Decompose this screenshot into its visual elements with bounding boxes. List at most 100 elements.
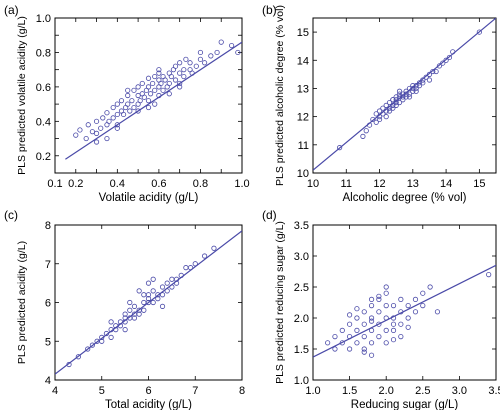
data-point	[103, 330, 110, 337]
x-tick-label: 1.0	[234, 178, 249, 190]
data-point	[376, 321, 382, 327]
data-point	[380, 105, 386, 111]
data-point	[177, 70, 183, 76]
data-point	[398, 296, 404, 302]
data-point	[114, 101, 120, 107]
data-point	[354, 327, 360, 333]
data-point	[131, 87, 137, 93]
data-point	[137, 98, 143, 104]
y-tick-label: 0.4	[36, 116, 51, 128]
y-tick-label: 0.8	[36, 47, 51, 59]
y-tick-label: 0.2	[36, 151, 51, 163]
x-tick-label: 2.0	[379, 385, 394, 397]
data-point	[135, 92, 141, 99]
data-point	[98, 125, 104, 131]
data-point	[159, 303, 166, 309]
x-tick-label: 1.5	[342, 385, 357, 397]
x-axis-label: Reducing sugar (g/L)	[351, 399, 459, 410]
data-point	[346, 346, 353, 352]
data-point	[150, 276, 156, 282]
data-point	[155, 296, 161, 302]
data-point	[110, 115, 116, 121]
data-point	[427, 284, 433, 290]
y-tick-label: 7	[45, 259, 51, 271]
data-point	[197, 49, 204, 56]
data-point	[423, 74, 429, 80]
axes-frame	[54, 17, 243, 174]
chart-panel-1: (a) 0.1 0.2 0.4 0.6 0.8 1.0 0.2 0.4 0.6 0.8 1.0 Vola…	[4, 3, 250, 204]
regression-line	[313, 264, 496, 358]
data-point	[410, 85, 416, 92]
data-point	[361, 321, 367, 327]
data-point	[164, 280, 170, 286]
data-point	[181, 73, 187, 80]
y-tick-label: 13	[297, 83, 309, 95]
data-point	[436, 63, 443, 69]
data-point	[420, 290, 426, 296]
data-point	[125, 101, 131, 107]
data-point	[412, 296, 419, 302]
data-point	[104, 135, 110, 142]
data-point	[122, 319, 128, 325]
data-point	[390, 97, 396, 103]
x-tick-label: 0.4	[110, 178, 125, 190]
data-point	[178, 272, 184, 278]
data-point	[393, 99, 399, 106]
data-point	[368, 302, 375, 309]
data-point	[75, 354, 81, 360]
data-point	[89, 342, 96, 348]
data-point	[405, 302, 411, 309]
data-point	[368, 318, 375, 324]
data-point	[386, 108, 393, 114]
x-tick-label: 10	[307, 178, 319, 190]
data-point	[396, 91, 403, 97]
data-point	[150, 80, 156, 87]
data-point	[125, 92, 131, 99]
data-point	[114, 122, 120, 128]
data-point	[450, 49, 456, 55]
data-point	[136, 311, 142, 317]
data-point	[122, 327, 128, 333]
data-point	[202, 60, 208, 66]
y-axis-label: PLS predicted alcoholic degree (% vol)	[274, 5, 286, 186]
data-point	[129, 98, 135, 104]
x-axis-label: Total acidity (g/L)	[105, 399, 192, 410]
data-point	[100, 115, 106, 121]
data-point	[214, 49, 220, 56]
x-tick-label: 0.2	[68, 178, 83, 190]
data-point	[118, 98, 125, 104]
data-point	[396, 99, 403, 106]
data-point	[152, 101, 158, 107]
data-point	[156, 70, 162, 76]
y-tick-label: 3.5	[294, 220, 309, 232]
data-point	[145, 84, 152, 90]
data-point	[117, 323, 124, 329]
data-point	[400, 97, 406, 103]
data-point	[127, 307, 133, 313]
x-tick-label: 3.5	[488, 385, 500, 397]
data-point	[193, 63, 199, 69]
data-point	[380, 111, 386, 117]
y-tick-label: 1.5	[294, 344, 309, 356]
data-point	[166, 91, 172, 97]
data-point	[156, 67, 162, 73]
data-point	[66, 361, 72, 368]
data-point	[393, 94, 399, 100]
data-point	[406, 94, 413, 100]
data-point	[113, 327, 119, 333]
data-point	[361, 349, 367, 355]
data-point	[446, 54, 453, 61]
data-point	[168, 73, 174, 80]
data-point	[108, 319, 114, 325]
data-point	[114, 125, 120, 131]
y-tick-label: 2.5	[294, 282, 309, 294]
data-point	[413, 85, 419, 92]
data-point	[383, 290, 389, 296]
data-point	[400, 94, 406, 100]
data-point	[169, 284, 175, 290]
data-point	[443, 57, 449, 63]
x-tick-label: 0.6	[151, 178, 166, 190]
data-point	[108, 334, 114, 340]
data-point	[172, 77, 179, 83]
y-tick-label: 6	[45, 298, 51, 310]
